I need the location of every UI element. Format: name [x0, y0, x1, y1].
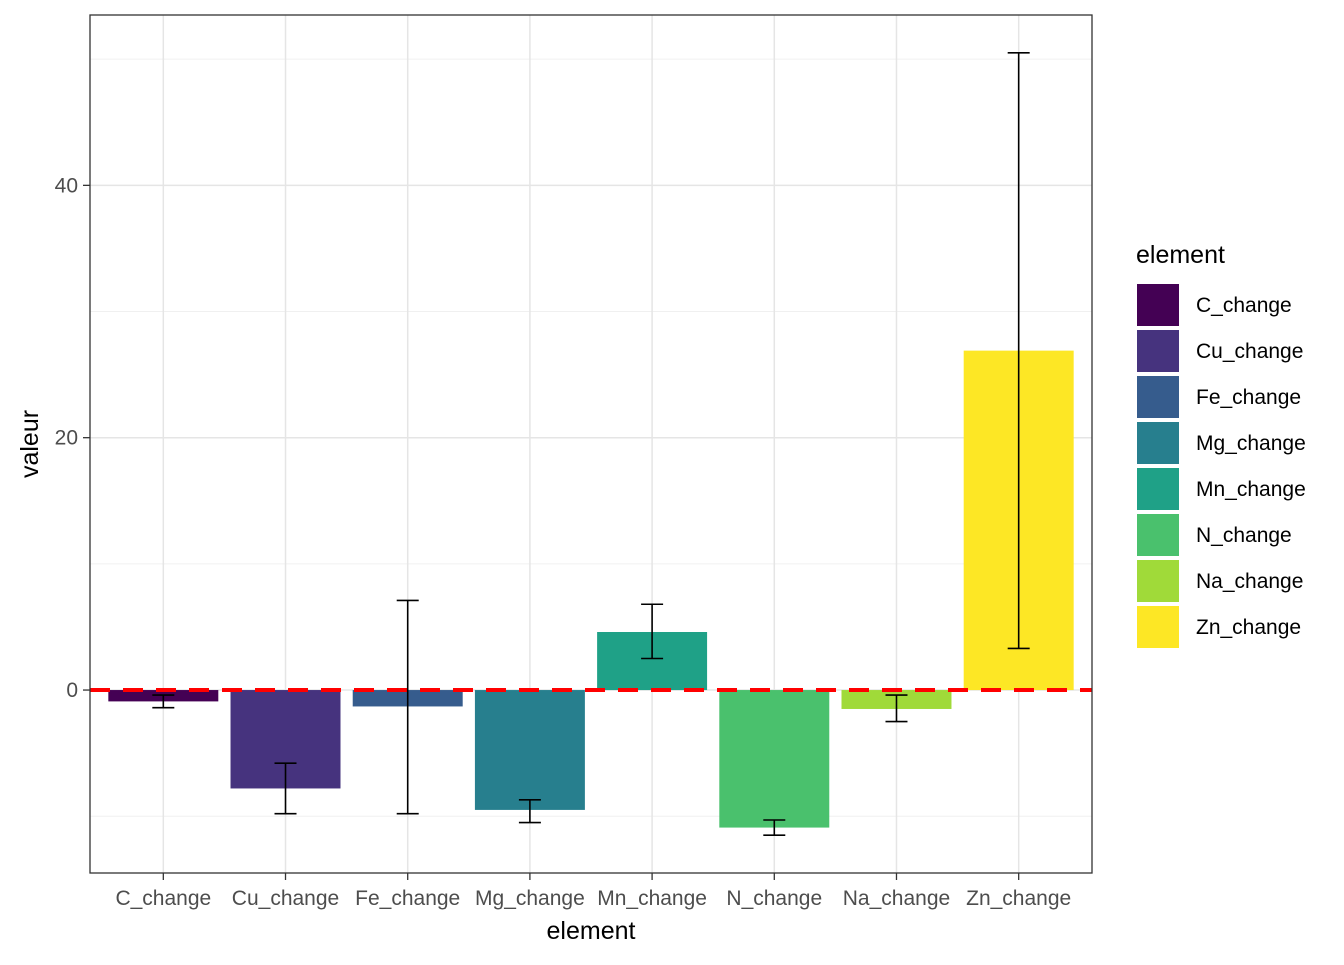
plot-border	[89, 14, 1093, 874]
bar-N_change	[719, 690, 830, 828]
legend-label: Fe_change	[1196, 386, 1301, 409]
legend-swatch	[1137, 284, 1179, 326]
x-axis: C_change Cu_change Fe_change Mg_change Mn_ch…	[115, 873, 1071, 910]
x-axis-title: element	[547, 917, 636, 945]
error-bar-Na_change	[885, 694, 908, 723]
x-tick-label: Mn_change	[597, 887, 707, 910]
x-tick-label: N_change	[726, 887, 822, 910]
legend-item-Na_change: Na_change	[1137, 560, 1303, 602]
x-tick-label: Mg_change	[475, 887, 585, 910]
legend-label: Cu_change	[1196, 340, 1303, 363]
legend-swatch	[1137, 468, 1179, 510]
legend-title: element	[1136, 241, 1225, 269]
y-tick-label: 40	[55, 174, 78, 197]
legend-item-Fe_change: Fe_change	[1137, 376, 1301, 418]
legend-item-Cu_change: Cu_change	[1137, 330, 1303, 372]
error-bar-Fe_change	[396, 599, 419, 815]
x-tick-label: Cu_change	[232, 887, 339, 910]
legend-item-Zn_change: Zn_change	[1137, 606, 1301, 648]
error-bar-N_change	[763, 819, 786, 836]
y-axis: 0 20 40	[55, 174, 90, 702]
x-tick-label: Fe_change	[355, 887, 460, 910]
x-tick-label: C_change	[115, 887, 211, 910]
legend-item-N_change: N_change	[1137, 514, 1292, 556]
legend-label: Mg_change	[1196, 432, 1306, 455]
legend-label: N_change	[1196, 524, 1292, 547]
legend-label: Na_change	[1196, 570, 1303, 593]
legend-item-Mn_change: Mn_change	[1137, 468, 1306, 510]
legend-label: C_change	[1196, 294, 1292, 317]
legend-item-Mg_change: Mg_change	[1137, 422, 1306, 464]
x-tick-label: Na_change	[843, 887, 950, 910]
error-bar-Mg_change	[518, 799, 541, 824]
legend-swatch	[1137, 606, 1179, 648]
legend-swatch	[1137, 560, 1179, 602]
legend-swatch	[1137, 330, 1179, 372]
legend-swatch	[1137, 514, 1179, 556]
y-tick-label: 20	[55, 427, 78, 450]
error-bar-Zn_change	[1007, 52, 1030, 650]
y-tick-label: 0	[66, 679, 78, 702]
legend-swatch	[1137, 422, 1179, 464]
legend-label: Mn_change	[1196, 478, 1306, 501]
legend-swatch	[1137, 376, 1179, 418]
error-bar-C_change	[152, 694, 175, 709]
legend-label: Zn_change	[1196, 616, 1301, 639]
legend: element C_change Cu_change Fe_change Mg_cha…	[1136, 241, 1306, 648]
x-tick-label: Zn_change	[966, 887, 1071, 910]
y-axis-title: valeur	[16, 410, 44, 478]
legend-item-C_change: C_change	[1137, 284, 1292, 326]
bar-Mg_change	[474, 690, 585, 810]
error-bar-Cu_change	[274, 762, 297, 815]
error-bars	[152, 52, 1030, 836]
error-bar-Mn_change	[641, 603, 664, 660]
